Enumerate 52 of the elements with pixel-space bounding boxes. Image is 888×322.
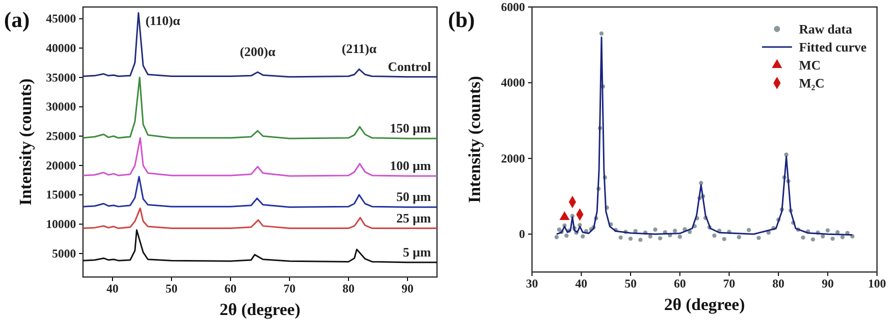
x-axis-title: 2θ (degree) [664,295,745,314]
y-tick-label: 2000 [501,151,525,166]
line-series [83,12,437,78]
x-axis-title: 2θ (degree) [220,300,300,319]
y-tick-label: 20000 [46,158,76,172]
series-label: 25 µm [396,210,432,226]
series-label: 150 µm [390,120,432,136]
x-tick-label: 70 [723,276,736,291]
y-tick-label: 30000 [46,100,76,114]
chart-title: (a) [4,7,30,32]
y-tick-label: 5000 [52,246,76,260]
x-tick-label: 90 [822,276,834,291]
y-axis-title: Intensity (counts) [465,76,484,204]
x-tick-label: 60 [674,276,686,291]
x-tick-label: 80 [772,276,784,291]
series-label: 5 µm [402,244,432,260]
chart-title: (b) [448,7,475,32]
line-series [83,76,437,140]
y-axis-title: Intensity (counts) [16,78,35,206]
y-tick-label: 10000 [46,217,76,232]
x-tick-label: 40 [575,276,588,291]
y-tick-label: 4000 [501,76,525,90]
series-label: 50 µm [396,189,432,204]
y-tick-label: 25000 [46,128,76,143]
legend-label: M₂C [799,76,825,90]
annotation: (110)α [145,12,181,28]
y-tick-label: 40000 [46,40,76,55]
legend-label: Raw data [799,22,853,36]
y-tick-label: 15000 [46,188,76,202]
annotation: (200)α [240,44,276,60]
x-tick-label: 40 [106,282,118,296]
legend-label: Fitted curve [799,40,867,54]
series-label: 100 µm [390,158,432,174]
y-tick-label: 35000 [46,70,76,84]
series-label: Control [388,58,432,74]
y-tick-label: 0 [519,226,525,241]
line-series [83,208,437,230]
x-tick-label: 50 [166,282,178,296]
x-tick-label: 60 [224,282,236,296]
x-tick-label: 80 [342,282,354,296]
y-tick-label: 6000 [501,0,525,14]
x-tick-label: 30 [526,276,538,291]
line-series [83,137,437,177]
x-tick-label: 70 [284,282,296,296]
x-tick-label: 50 [624,276,637,291]
line-series [83,176,437,208]
annotation: (211)α [342,41,378,56]
legend-label: MC [799,58,821,72]
y-tick-label: 45000 [46,12,76,26]
x-tick-label: 90 [402,282,414,296]
line-series [83,229,437,264]
x-tick-label: 100 [868,276,886,291]
